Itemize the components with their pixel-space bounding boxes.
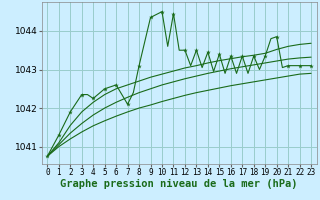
X-axis label: Graphe pression niveau de la mer (hPa): Graphe pression niveau de la mer (hPa) [60, 179, 298, 189]
